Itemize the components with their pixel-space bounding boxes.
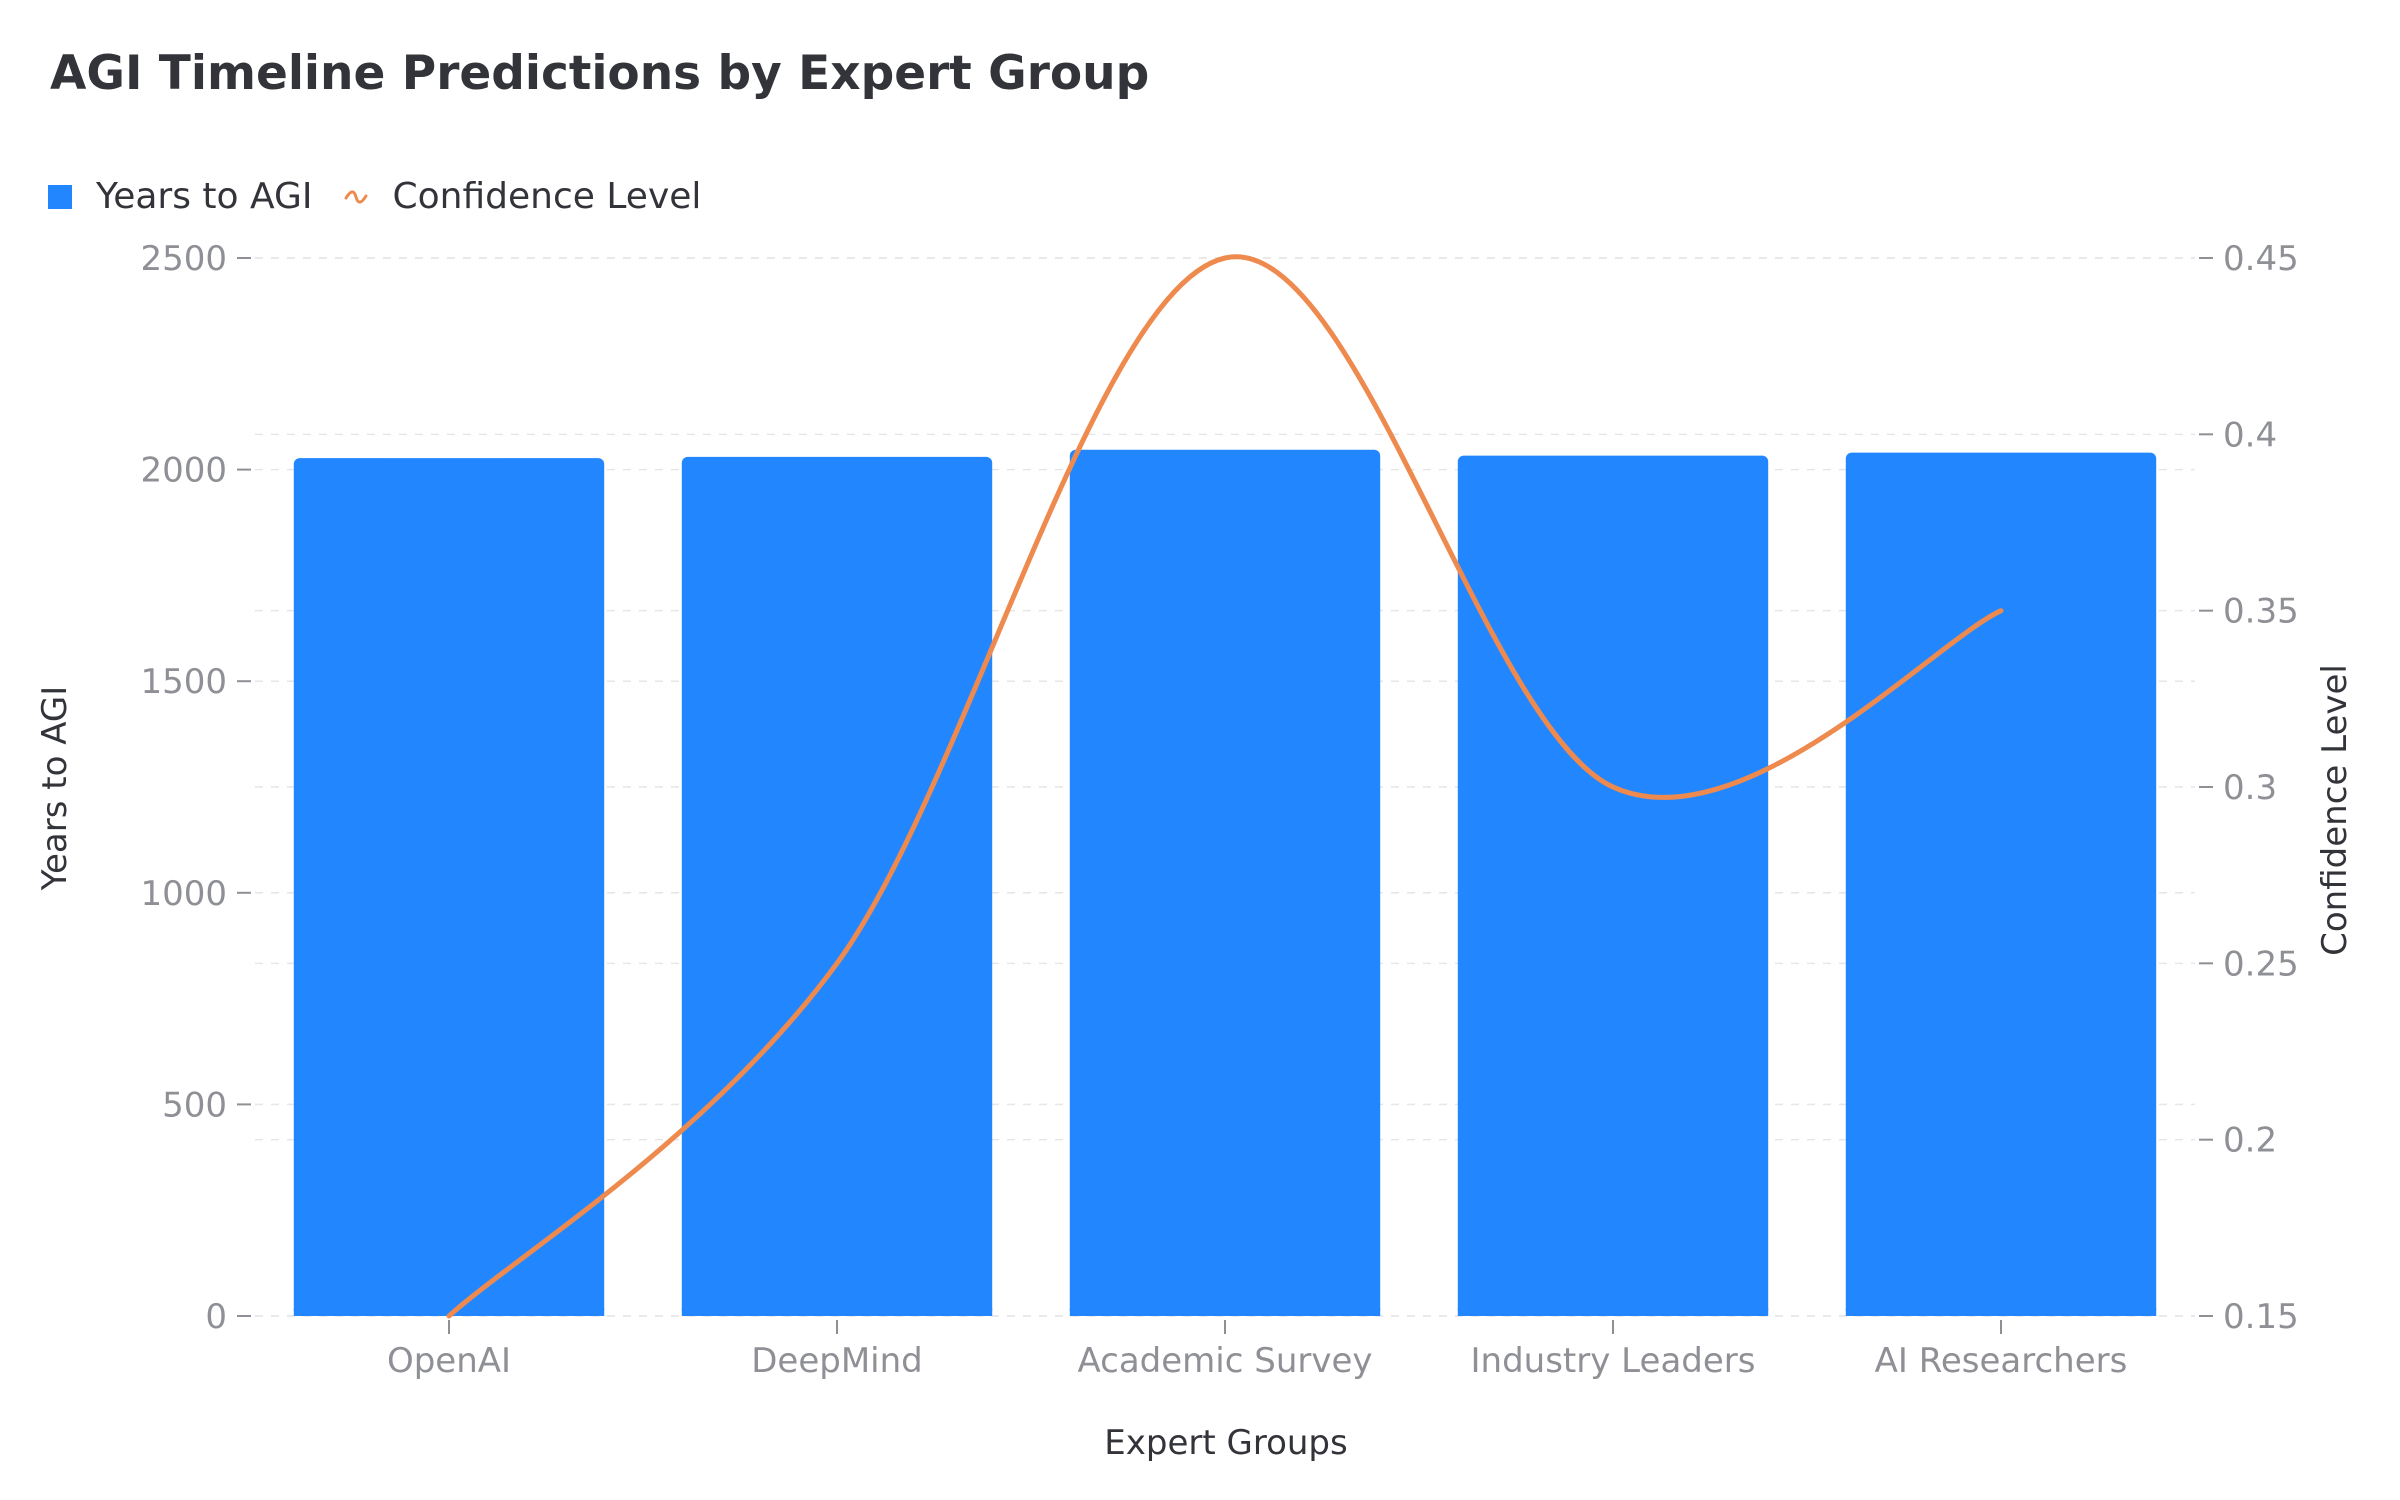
y-tick-label: 1000 <box>140 874 227 914</box>
legend-item-confidence[interactable]: Confidence Level <box>343 176 702 217</box>
legend-line-swatch-icon <box>344 189 368 204</box>
bar-base <box>293 1308 605 1316</box>
y-tick-label: 2500 <box>140 239 227 279</box>
bar-deepmind <box>681 456 993 1316</box>
bar-ai-researchers <box>1845 452 2157 1316</box>
legend-label-confidence: Confidence Level <box>392 176 702 217</box>
chart-title: AGI Timeline Predictions by Expert Group <box>50 46 1150 101</box>
x-tick-label: DeepMind <box>751 1341 923 1381</box>
bar-base <box>1069 1308 1381 1316</box>
y-tick-label: 1500 <box>140 662 227 702</box>
x-tick-label: OpenAI <box>387 1341 511 1381</box>
y2-tick-label: 0.15 <box>2223 1297 2299 1337</box>
x-tick-label: Industry Leaders <box>1471 1341 1756 1381</box>
legend-item-years[interactable]: Years to AGI <box>48 176 313 217</box>
bar-industry-leaders <box>1457 455 1769 1316</box>
y2-tick-label: 0.4 <box>2223 415 2277 455</box>
legend-bar-swatch-icon <box>48 184 72 209</box>
y2-axis-title: Confidence Level <box>2315 664 2355 956</box>
x-tick-label: Academic Survey <box>1077 1341 1372 1381</box>
y-tick-label: 2000 <box>140 451 227 491</box>
legend: Years to AGI Confidence Level <box>48 176 731 217</box>
y-tick-label: 500 <box>162 1085 227 1125</box>
y2-tick-label: 0.25 <box>2223 944 2299 984</box>
legend-label-years: Years to AGI <box>96 176 313 217</box>
bar-base <box>1845 1308 2157 1316</box>
y2-tick-label: 0.45 <box>2223 239 2299 279</box>
y2-tick-label: 0.2 <box>2223 1121 2277 1161</box>
y2-tick-label: 0.35 <box>2223 592 2299 632</box>
bar-base <box>681 1308 993 1316</box>
x-tick-label: AI Researchers <box>1875 1341 2128 1381</box>
y-axis-title: Years to AGI <box>35 686 75 891</box>
confidence-line <box>446 254 2004 1319</box>
x-axis-title: Expert Groups <box>1104 1423 1347 1463</box>
y2-tick-label: 0.3 <box>2223 768 2277 808</box>
bar-academic-survey <box>1069 449 1381 1316</box>
y-tick-label: 0 <box>205 1297 227 1337</box>
bar-openai <box>293 458 605 1317</box>
bar-base <box>1457 1308 1769 1316</box>
